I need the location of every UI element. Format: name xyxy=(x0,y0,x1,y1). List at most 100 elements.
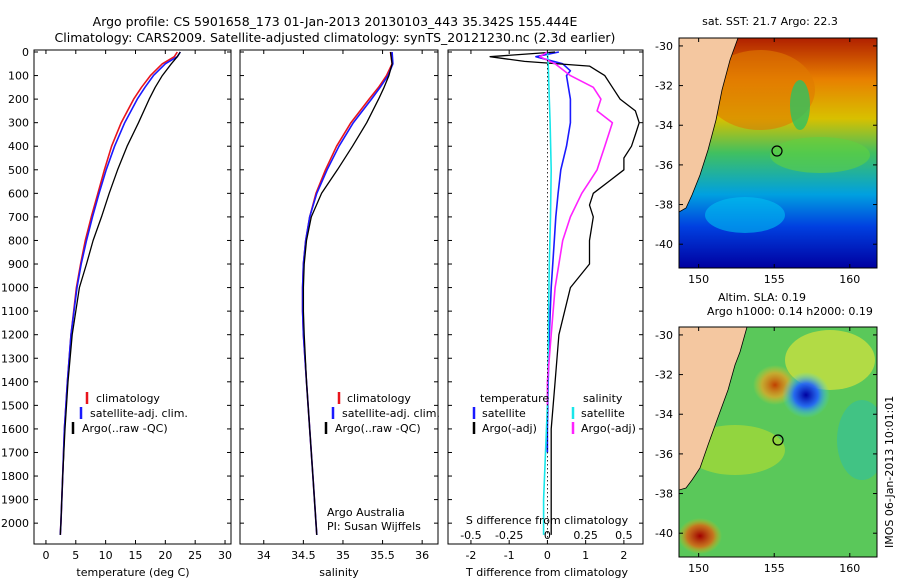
legend-label-t-argo: Argo(-adj) xyxy=(482,422,537,435)
legend-label-satellite: satellite-adj. clim. xyxy=(342,407,440,420)
s-difference-tick-label: 0.5 xyxy=(615,529,633,542)
difference-panel-frame xyxy=(447,49,644,545)
depth-tick-label: 700 xyxy=(8,211,29,224)
sla-argo-position-marker xyxy=(772,434,784,446)
depth-tick-label: 1400 xyxy=(1,376,29,389)
legend-label-argo: Argo(..raw -QC) xyxy=(335,422,421,435)
depth-tick-label: 1200 xyxy=(1,329,29,342)
t-difference-xlabel: T difference from climatology xyxy=(465,566,628,579)
x-tick-label: 34.5 xyxy=(291,549,316,562)
series-line-climatology xyxy=(301,51,393,535)
s-difference-tick-label: -0.25 xyxy=(495,529,523,542)
depth-tick-label: 1600 xyxy=(1,423,29,436)
salinity-xlabel: salinity xyxy=(319,566,359,579)
map-lon-label: 155 xyxy=(764,562,785,575)
map-lat-label: -40 xyxy=(655,238,673,251)
sst-eddy-ring xyxy=(790,80,810,130)
map-lat-label: -30 xyxy=(655,329,673,342)
depth-tick-label: 900 xyxy=(8,258,29,271)
salinity-legend: climatology satellite-adj. clim. Argo(..… xyxy=(324,392,440,533)
series-line-argo-raw-qc- xyxy=(302,51,393,535)
map-lon-label: 160 xyxy=(839,273,860,286)
map-lat-label: -38 xyxy=(655,488,673,501)
series-line-t-argo-adj- xyxy=(489,51,640,535)
sla-map-frame xyxy=(678,326,878,558)
series-line-s-argo-adj- xyxy=(538,51,614,406)
sst-cool-patch xyxy=(705,197,785,233)
sst-map-frame xyxy=(678,37,878,269)
annotation-pi: PI: Susan Wijffels xyxy=(327,520,421,533)
sla-map xyxy=(679,327,877,557)
depth-tick-label: 1100 xyxy=(1,305,29,318)
depth-tick-label: 0 xyxy=(22,46,29,59)
x-tick-label: 25 xyxy=(188,549,202,562)
x-tick-label: 20 xyxy=(158,549,172,562)
map-lon-label: 150 xyxy=(688,273,709,286)
depth-tick-label: 500 xyxy=(8,164,29,177)
x-tick-label: 0 xyxy=(42,549,49,562)
map-lat-label: -38 xyxy=(655,199,673,212)
x-tick-label: -2 xyxy=(465,549,476,562)
depth-tick-label: 800 xyxy=(8,234,29,247)
annotation-argo-australia: Argo Australia xyxy=(327,506,405,519)
legend-label-climatology: climatology xyxy=(96,392,160,405)
map-lon-label: 150 xyxy=(688,562,709,575)
difference-series xyxy=(489,51,640,535)
x-tick-label: 1 xyxy=(582,549,589,562)
sst-map-title: sat. SST: 21.7 Argo: 22.3 xyxy=(702,15,838,28)
x-tick-label: 2 xyxy=(620,549,627,562)
depth-tick-label: 1000 xyxy=(1,282,29,295)
sst-front xyxy=(770,137,870,173)
x-tick-label: 0 xyxy=(544,549,551,562)
legend-label-satellite: satellite-adj. clim. xyxy=(90,407,188,420)
sla-map-title-2: Argo h1000: 0.14 h2000: 0.19 xyxy=(707,305,873,318)
depth-tick-label: 100 xyxy=(8,70,29,83)
legend-label-s-argo: Argo(-adj) xyxy=(581,422,636,435)
sla-low-east xyxy=(837,400,877,480)
map-lat-label: -40 xyxy=(655,527,673,540)
s-difference-tick-label: -0.5 xyxy=(460,529,481,542)
map-lat-label: -30 xyxy=(655,40,673,53)
x-tick-label: 15 xyxy=(128,549,142,562)
legend-label-climatology: climatology xyxy=(347,392,411,405)
salinity-panel-frame xyxy=(239,49,439,545)
s-difference-tick-label: 0.25 xyxy=(573,529,598,542)
x-tick-label: 5 xyxy=(72,549,79,562)
x-tick-label: -1 xyxy=(504,549,515,562)
x-tick-label: 10 xyxy=(99,549,113,562)
sst-argo-position-marker xyxy=(771,145,783,157)
sst-map xyxy=(679,38,877,268)
footer-timestamp: IMOS 06-Jan-2013 10:01:01 xyxy=(883,396,896,548)
s-difference-xlabel: S difference from climatology xyxy=(466,514,629,527)
x-tick-label: 35.5 xyxy=(370,549,395,562)
depth-tick-label: 300 xyxy=(8,117,29,130)
series-line-s-satellite xyxy=(542,51,553,535)
map-lat-label: -36 xyxy=(655,159,673,172)
depth-tick-label: 400 xyxy=(8,140,29,153)
temperature-xlabel: temperature (deg C) xyxy=(76,566,189,579)
depth-tick-label: 1900 xyxy=(1,494,29,507)
legend-label-t-satellite: satellite xyxy=(482,407,526,420)
sst-warm-patch xyxy=(705,50,815,130)
map-lat-label: -34 xyxy=(655,119,673,132)
sst-land-coast xyxy=(679,38,739,213)
map-lat-label: -32 xyxy=(655,369,673,382)
series-line-satellite-adj-clim- xyxy=(301,51,394,535)
s-difference-tick-label: 0 xyxy=(544,529,551,542)
map-lon-label: 160 xyxy=(839,562,860,575)
map-lon-label: 155 xyxy=(764,273,785,286)
legend-title-temperature: temperature xyxy=(480,392,549,405)
x-axes: 0 5 10 15 20 25 30 34 34.5 35 35.5 36 -2 -1 0 1 2 -0.5 -0.… xyxy=(42,50,633,562)
temperature-series xyxy=(59,51,181,535)
legend-label-s-satellite: satellite xyxy=(581,407,625,420)
depth-tick-label: 200 xyxy=(8,93,29,106)
sla-high-south xyxy=(679,518,722,554)
series-line-argo-raw-qc- xyxy=(59,51,181,535)
map-lat-label: -32 xyxy=(655,80,673,93)
depth-tick-label: 2000 xyxy=(1,517,29,530)
map-lat-label: -36 xyxy=(655,448,673,461)
x-tick-label: 34 xyxy=(257,549,271,562)
salinity-series xyxy=(301,51,394,535)
x-tick-label: 30 xyxy=(218,549,232,562)
